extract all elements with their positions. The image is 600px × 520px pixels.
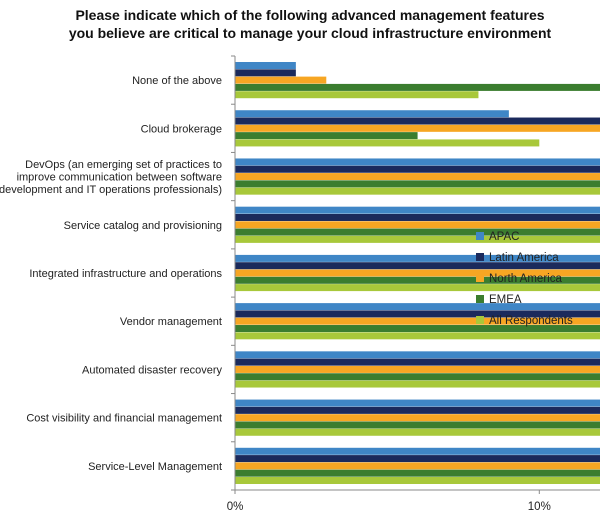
legend-item-all-respondents: All Respondents [476, 315, 573, 327]
category-label-line: Service-Level Management [88, 461, 222, 473]
bar-north-america-7 [235, 414, 600, 422]
bar-latin-america-3 [235, 213, 600, 221]
legend-swatch-apac [476, 232, 484, 240]
category-label-line: DevOps (an emerging set of practices to [25, 159, 222, 171]
bar-north-america-0 [235, 76, 327, 84]
category-label-8: Service-Level Management [88, 461, 222, 473]
category-label-3: Service catalog and provisioning [64, 220, 222, 232]
category-label-0: None of the above [132, 75, 222, 87]
category-group-2 [235, 158, 600, 195]
bar-apac-0 [235, 62, 296, 70]
bar-latin-america-4 [235, 262, 600, 270]
bar-north-america-5 [235, 317, 600, 325]
chart-title-line-2: you believe are critical to manage your … [68, 25, 552, 41]
bar-emea-6 [235, 373, 600, 381]
bar-apac-6 [235, 351, 600, 359]
bar-emea-8 [235, 469, 600, 477]
bar-latin-america-8 [235, 455, 600, 463]
bar-all-respondents-1 [235, 139, 540, 147]
bar-emea-2 [235, 180, 600, 188]
category-label-7: Cost visibility and financial management [26, 413, 222, 425]
legend-item-emea: EMEA [476, 294, 522, 306]
bar-apac-1 [235, 110, 509, 118]
bar-all-respondents-7 [235, 428, 600, 436]
bar-emea-1 [235, 132, 418, 140]
bar-latin-america-5 [235, 310, 600, 318]
chart-title-line-1: Please indicate which of the following a… [75, 7, 545, 23]
bar-emea-5 [235, 325, 600, 333]
bar-apac-5 [235, 303, 600, 311]
category-group-6 [235, 351, 600, 388]
bar-latin-america-7 [235, 406, 600, 414]
legend-label: APAC [489, 231, 519, 243]
chart-title: Please indicate which of the following a… [30, 6, 590, 42]
bar-latin-america-2 [235, 165, 600, 173]
bar-north-america-8 [235, 462, 600, 470]
legend-label: All Respondents [489, 315, 573, 327]
bar-latin-america-1 [235, 117, 600, 125]
legend-label: Latin America [489, 252, 559, 264]
category-label-line: Automated disaster recovery [82, 364, 223, 376]
category-label-line: Service catalog and provisioning [64, 220, 222, 232]
category-label-4: Integrated infrastructure and operations [29, 268, 222, 280]
bar-all-respondents-4 [235, 284, 600, 292]
category-group-0 [235, 62, 600, 99]
bar-emea-4 [235, 276, 600, 284]
legend-item-apac: APAC [476, 231, 519, 243]
category-group-1 [235, 110, 600, 147]
category-label-line: development and IT operations profession… [0, 184, 222, 196]
category-groups [235, 62, 600, 484]
bar-all-respondents-2 [235, 187, 600, 195]
category-labels: None of the above Cloud brokerage DevOps (… [0, 75, 222, 473]
category-label-6: Automated disaster recovery [82, 364, 223, 376]
category-label-1: Cloud brokerage [141, 123, 222, 135]
category-label-line: None of the above [132, 75, 222, 87]
bar-all-respondents-3 [235, 235, 600, 243]
legend-swatch-north-america [476, 274, 484, 282]
bar-apac-4 [235, 254, 600, 262]
category-group-4 [235, 254, 600, 292]
bar-north-america-3 [235, 221, 600, 229]
bar-all-respondents-5 [235, 332, 600, 340]
category-label-line: Vendor management [120, 316, 222, 328]
bar-latin-america-0 [235, 69, 296, 77]
bar-apac-2 [235, 158, 600, 166]
category-group-5 [235, 303, 600, 340]
legend-item-latin-america: Latin America [476, 252, 559, 264]
legend-swatch-latin-america [476, 253, 484, 261]
bar-north-america-6 [235, 365, 600, 373]
bar-apac-8 [235, 447, 600, 455]
bar-all-respondents-0 [235, 91, 479, 99]
category-label-2: DevOps (an emerging set of practices to i… [0, 159, 222, 196]
bar-emea-3 [235, 228, 600, 236]
x-axis: 0%10%20%30%40%50%60%70% [227, 55, 600, 513]
legend-item-north-america: North America [476, 273, 562, 285]
category-group-7 [235, 399, 600, 436]
bar-north-america-4 [235, 269, 600, 277]
bar-all-respondents-8 [235, 476, 600, 484]
legend: APAC Latin America North America EMEA All Re… [476, 231, 573, 327]
legend-swatch-all-respondents [476, 316, 484, 324]
bar-apac-7 [235, 399, 600, 407]
category-label-line: improve communication between software [17, 172, 222, 184]
x-tick-label: 10% [528, 501, 551, 513]
x-tick-label: 0% [227, 501, 244, 513]
category-label-5: Vendor management [120, 316, 222, 328]
bar-north-america-2 [235, 173, 600, 181]
bar-all-respondents-6 [235, 380, 600, 388]
category-label-line: Cost visibility and financial management [26, 413, 222, 425]
legend-label: EMEA [489, 294, 522, 306]
bar-latin-america-6 [235, 358, 600, 366]
legend-label: North America [489, 273, 562, 285]
bar-north-america-1 [235, 124, 600, 132]
category-group-3 [235, 206, 600, 243]
category-label-line: Integrated infrastructure and operations [29, 268, 222, 280]
category-group-8 [235, 447, 600, 484]
bar-emea-7 [235, 421, 600, 429]
bar-emea-0 [235, 83, 600, 91]
category-label-line: Cloud brokerage [141, 123, 222, 135]
legend-swatch-emea [476, 295, 484, 303]
bar-apac-3 [235, 206, 600, 214]
